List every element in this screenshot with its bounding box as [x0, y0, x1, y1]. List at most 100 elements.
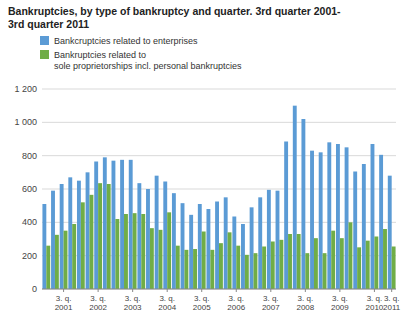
bar — [236, 246, 240, 289]
text-line: 3. q. — [90, 294, 106, 303]
text-line: 3. q. — [367, 294, 383, 303]
y-tick-label: 400 — [22, 217, 37, 227]
grid-line — [42, 122, 396, 123]
bar — [107, 184, 111, 289]
bar — [103, 157, 107, 289]
bar — [310, 151, 314, 289]
bar — [232, 217, 236, 290]
bar — [81, 202, 85, 289]
bar — [353, 172, 357, 290]
text-line: 2002 — [89, 303, 107, 312]
bar — [262, 247, 266, 290]
bar — [254, 253, 258, 289]
x-axis-line — [42, 289, 396, 290]
bar — [163, 182, 167, 290]
text-line: 2006 — [227, 303, 245, 312]
x-tick — [98, 289, 99, 292]
x-tick-label: 3. q.2010 — [366, 294, 384, 312]
bar — [202, 232, 206, 290]
text-line: 2009 — [331, 303, 349, 312]
bar — [323, 253, 327, 289]
bar — [241, 224, 245, 289]
bar — [336, 144, 340, 289]
bar — [224, 197, 228, 289]
text-line: 2008 — [296, 303, 314, 312]
bar — [146, 189, 150, 289]
bar — [362, 164, 366, 289]
bar — [215, 202, 219, 290]
bar — [293, 106, 297, 289]
x-tick — [201, 289, 202, 292]
y-tick-label: 600 — [22, 184, 37, 194]
bar — [77, 181, 81, 289]
grid-line — [42, 89, 396, 90]
x-tick — [236, 289, 237, 292]
bar — [349, 222, 353, 289]
bar — [51, 191, 55, 289]
x-tick-label: 3. q.2002 — [89, 294, 107, 312]
bar — [189, 215, 193, 289]
bar — [115, 219, 119, 289]
x-tick — [167, 289, 168, 292]
x-tick — [270, 289, 271, 292]
bar — [345, 147, 349, 289]
text-line: 2004 — [158, 303, 176, 312]
bar — [301, 119, 305, 289]
x-tick-label: 3. q.2006 — [227, 294, 245, 312]
bar — [133, 213, 137, 289]
chart: Bankruptcies, by type of bankruptcy and … — [0, 0, 404, 319]
text-line: 3. q. — [194, 294, 210, 303]
text-line: 3. q. — [384, 294, 400, 303]
y-tick-label: 0 — [32, 284, 37, 294]
legend-swatch — [40, 50, 49, 59]
bar — [279, 240, 283, 289]
bar — [193, 249, 197, 289]
bar — [331, 231, 335, 289]
bar — [392, 247, 396, 290]
x-tick — [132, 289, 133, 292]
legend-entry: Bankcruptcies related to enterprises — [54, 36, 198, 46]
y-tick-label: 1 200 — [14, 84, 37, 94]
bar — [206, 209, 210, 289]
text-line: 2001 — [55, 303, 73, 312]
bar — [319, 152, 323, 289]
y-axis: 02004006008001 0001 200 — [14, 84, 396, 294]
bar — [258, 197, 262, 289]
bar — [46, 246, 50, 289]
text-line: 3. q. — [332, 294, 348, 303]
bar — [172, 193, 176, 289]
text-line: 3. q. — [298, 294, 314, 303]
bar — [155, 176, 159, 289]
x-tick — [391, 289, 392, 292]
bar — [159, 230, 163, 289]
text-line: 2011 — [383, 303, 401, 312]
text-line: 2007 — [262, 303, 280, 312]
legend-entry: Bankruptcies related tosole proprietorsh… — [54, 50, 242, 71]
bar — [340, 238, 344, 289]
bar — [42, 204, 46, 289]
bar — [86, 172, 90, 289]
bar — [284, 142, 288, 290]
y-tick-label: 800 — [22, 151, 37, 161]
x-tick-label: 3. q.2007 — [262, 294, 280, 312]
text-line: 3. q. — [56, 294, 72, 303]
x-tick-label: 3. q.2011 — [383, 294, 401, 312]
bar — [120, 160, 124, 289]
bar — [314, 238, 318, 289]
bars — [42, 106, 395, 289]
text-line: Bankcruptcies related to enterprises — [54, 36, 198, 46]
bar — [388, 176, 392, 289]
bar — [198, 204, 202, 289]
title: Bankruptcies, by type of bankruptcy and … — [8, 5, 341, 30]
bar — [89, 195, 93, 289]
text-line: 2010 — [366, 303, 384, 312]
bar — [60, 184, 64, 289]
bar — [245, 255, 249, 289]
bar — [276, 191, 280, 289]
x-tick — [305, 289, 306, 292]
y-tick-label: 200 — [22, 251, 37, 261]
bar — [72, 224, 76, 289]
bar — [129, 160, 133, 289]
bar — [250, 207, 254, 289]
bar — [374, 237, 378, 290]
